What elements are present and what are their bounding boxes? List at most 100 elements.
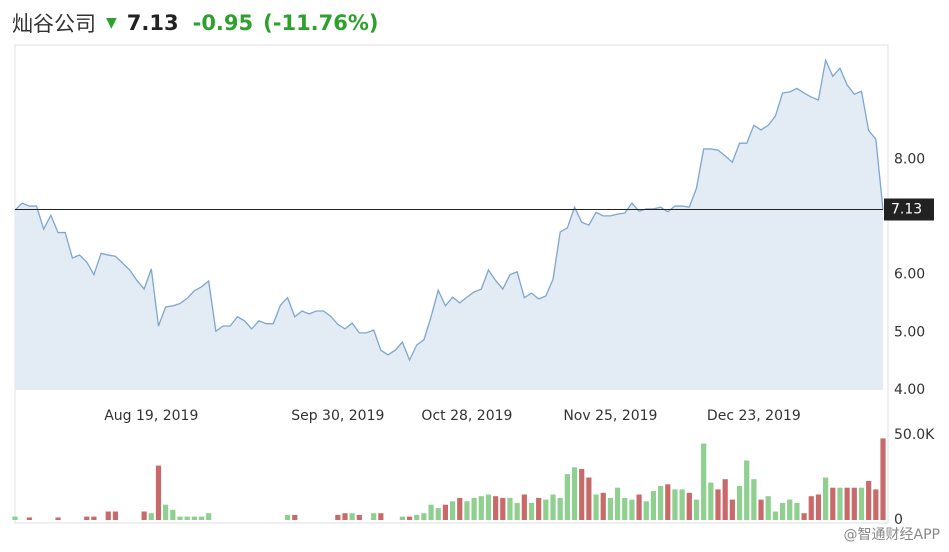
y-tick-label: 4.00: [894, 382, 925, 398]
volume-bar: [399, 516, 405, 520]
volume-bar: [435, 508, 441, 520]
down-arrow: ▼: [106, 15, 117, 31]
last-price-label: 7.13: [891, 202, 922, 218]
x-tick-label: Oct 28, 2019: [421, 408, 512, 424]
volume-bar: [622, 497, 628, 520]
volume-bar: [198, 516, 205, 520]
volume-bar: [112, 511, 119, 520]
volume-bar: [421, 513, 427, 520]
volume-bar: [457, 497, 463, 520]
volume-bar: [736, 486, 743, 520]
volume-bar: [464, 501, 470, 520]
volume-bar: [866, 480, 872, 520]
volume-bar: [779, 503, 786, 520]
x-tick-label: Aug 19, 2019: [104, 408, 198, 424]
volume-bar: [693, 499, 700, 520]
y-tick-label: 8.00: [894, 151, 925, 167]
x-tick-label: Nov 25, 2019: [563, 408, 657, 424]
volume-bar: [170, 509, 176, 520]
volume-bar: [428, 504, 434, 520]
price-line: [14, 57, 884, 362]
volume-bar: [801, 513, 807, 520]
volume-bar: [636, 494, 642, 520]
volume-bar: [500, 497, 506, 520]
volume-bar: [485, 494, 492, 520]
volume-bar: [858, 487, 865, 520]
volume-bar: [880, 438, 886, 520]
volume-bar: [708, 482, 714, 520]
volume-bar: [155, 465, 162, 520]
change: -0.95: [192, 11, 254, 35]
volume-bar: [593, 494, 599, 520]
volume-bar: [292, 514, 298, 520]
volume-bar: [571, 467, 578, 520]
volume-bar: [808, 496, 814, 520]
volume-bar: [191, 516, 197, 520]
volume-bar: [177, 516, 183, 520]
volume-bar: [550, 494, 556, 520]
volume-bar: [744, 460, 750, 520]
volume-bar: [679, 489, 685, 520]
price: 7.13: [126, 11, 179, 35]
volume-bar: [507, 497, 513, 520]
volume-bar: [607, 497, 614, 520]
volume-bar: [528, 503, 535, 520]
volume-bar: [837, 487, 843, 520]
volume-bar: [349, 513, 355, 520]
volume-bar: [184, 516, 190, 520]
volume-bar: [557, 497, 563, 520]
volume-bar: [665, 484, 671, 520]
volume-bar: [163, 504, 169, 520]
volume-bar: [84, 516, 90, 520]
volume-bar: [729, 499, 735, 520]
volume-bar: [650, 491, 657, 520]
volume-bar: [543, 499, 549, 520]
price-area: [15, 60, 883, 390]
volume-bar: [586, 477, 592, 520]
volume-bar: [873, 489, 879, 520]
volume-bar: [442, 504, 449, 520]
volume-bar: [600, 492, 606, 520]
volume-bar: [701, 443, 707, 520]
volume-bar: [91, 516, 97, 520]
volume-bar: [787, 499, 793, 520]
volume-bar: [378, 513, 384, 520]
volume-bar: [356, 514, 362, 520]
volume-bar: [105, 511, 111, 520]
volume-bar: [794, 503, 800, 520]
volume-bar: [579, 469, 585, 520]
volume-bar: [715, 489, 721, 520]
source-label: @智通财经APP: [844, 527, 940, 543]
volume-bar: [823, 477, 829, 520]
volume-bar: [148, 513, 154, 520]
volume-bar: [815, 494, 822, 520]
volume-bar: [471, 497, 477, 520]
volume-bar: [449, 501, 456, 520]
x-tick-label: Dec 23, 2019: [707, 408, 801, 424]
volume-bar: [342, 513, 348, 520]
volume-bar: [335, 514, 341, 520]
volume-bar: [478, 496, 484, 520]
x-tick-label: Sep 30, 2019: [291, 408, 384, 424]
volume-bar: [564, 474, 570, 520]
volume-bar: [514, 503, 520, 520]
volume-bar: [658, 486, 664, 520]
volume-bar: [521, 494, 527, 520]
change-pct: (-11.76%): [263, 11, 379, 35]
volume-bar: [758, 499, 764, 520]
volume-bar: [686, 492, 692, 520]
volume-bar: [12, 516, 18, 520]
volume-bar: [751, 479, 757, 520]
volume-bar: [141, 511, 147, 520]
volume-bar: [851, 487, 857, 520]
y-tick-label: 6.00: [894, 267, 925, 283]
volume-tick-label: 0: [894, 512, 903, 528]
volume-bar: [371, 513, 377, 520]
y-tick-label: 5.00: [894, 324, 925, 340]
volume-bar: [772, 511, 778, 520]
volume-bar: [830, 487, 836, 520]
volume-bar: [629, 499, 635, 520]
volume-bar: [643, 501, 649, 520]
